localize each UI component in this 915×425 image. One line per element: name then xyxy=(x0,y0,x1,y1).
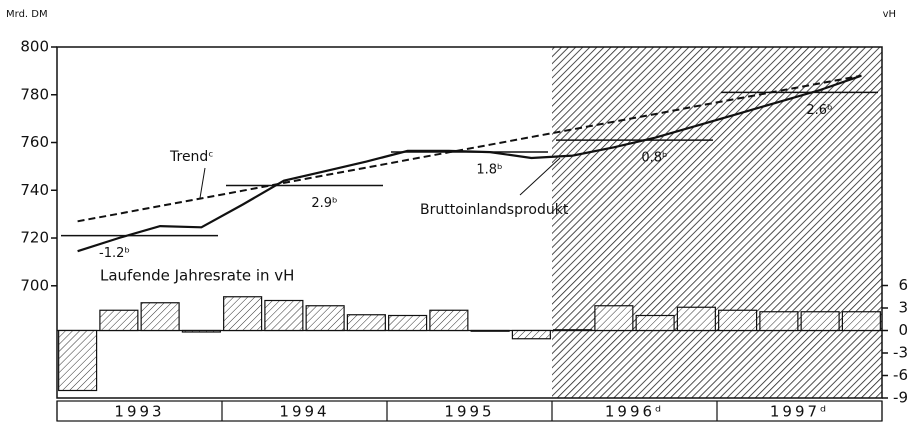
growth-label: 1.8ᵇ xyxy=(476,163,502,178)
bar xyxy=(305,305,345,332)
y2-tick-label: 6 xyxy=(898,276,908,294)
y2-tick-label: 0 xyxy=(898,321,908,339)
y-tick-label: 720 xyxy=(20,229,49,247)
bar xyxy=(264,299,304,332)
forecast-region xyxy=(552,47,882,398)
series-label: Laufende Jahresrate in vH xyxy=(100,267,294,285)
y2-tick-label: -3 xyxy=(893,344,908,362)
bar xyxy=(841,311,881,332)
x-tick-label: 1993 xyxy=(114,403,164,421)
bar xyxy=(594,305,634,332)
y-tick-label: 700 xyxy=(20,276,49,294)
bar xyxy=(759,311,799,332)
series-label: Bruttoinlandsprodukt xyxy=(420,202,569,218)
y-axis-label: Mrd. DM xyxy=(6,9,48,20)
bar xyxy=(553,329,593,332)
growth-label: 2.9ᵇ xyxy=(311,196,337,211)
y-tick-label: 800 xyxy=(20,38,49,56)
bar xyxy=(470,329,510,332)
trend-line xyxy=(77,74,862,223)
bar xyxy=(800,311,840,332)
bar xyxy=(58,329,98,392)
pointer xyxy=(199,167,206,199)
bar xyxy=(223,296,263,332)
bar xyxy=(388,314,428,332)
bar xyxy=(181,329,221,333)
pointer xyxy=(519,157,561,196)
x-tick-label: 1997ᵈ xyxy=(770,403,829,421)
series-label: Trendᶜ xyxy=(169,149,214,165)
bar xyxy=(676,306,716,332)
y-tick-label: 740 xyxy=(20,181,49,199)
plot-frame xyxy=(56,46,883,399)
y2-axis-label: vH xyxy=(883,9,896,20)
bar xyxy=(718,309,758,332)
y2-tick-label: -6 xyxy=(893,366,908,384)
y2-tick-label: 3 xyxy=(898,299,908,317)
x-tick-label: 1995 xyxy=(444,403,494,421)
bar xyxy=(511,329,551,340)
y-tick-label: 760 xyxy=(20,133,49,151)
growth-label: 0.8ᵇ xyxy=(641,151,667,166)
y2-tick-label: -9 xyxy=(893,389,908,407)
x-tick-label: 1996ᵈ xyxy=(605,403,664,421)
bar xyxy=(635,314,675,332)
bar xyxy=(429,309,469,332)
x-tick-label: 1994 xyxy=(279,403,329,421)
growth-label: -1.2ᵇ xyxy=(99,246,130,261)
growth-label: 2.6ᵇ xyxy=(806,103,832,118)
y-tick-label: 780 xyxy=(20,85,49,103)
bar xyxy=(346,314,386,332)
bar xyxy=(140,302,180,332)
bar xyxy=(99,309,139,332)
